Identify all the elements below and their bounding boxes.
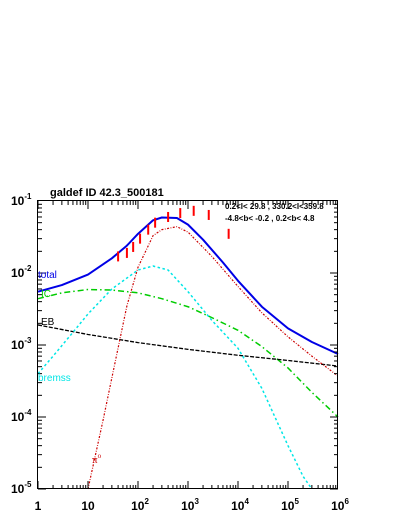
x-tick-label: 104 xyxy=(231,497,249,513)
y-tick-label: 10-2 xyxy=(11,264,32,280)
curve-ic xyxy=(37,288,339,418)
y-tick-labels: 10-5 10-4 10-3 10-2 10-1 xyxy=(11,192,32,496)
y-tick-label: 10-5 xyxy=(11,480,32,496)
plot-frame xyxy=(37,200,338,489)
label-pion: πo xyxy=(92,452,102,466)
x-tick-labels: 1 10 102 103 104 105 106 xyxy=(35,497,350,513)
curve-total xyxy=(37,216,339,355)
y-tick-label: 10-4 xyxy=(11,408,32,424)
label-ic: IC xyxy=(41,289,51,300)
region-longitude: 0.2<l< 29.8 , 330.2<l<359.8 xyxy=(225,202,324,211)
x-tick-label: 105 xyxy=(281,497,299,513)
x-tick-label: 106 xyxy=(331,497,349,513)
curve-bremss xyxy=(37,265,313,490)
x-tick-label: 10 xyxy=(81,499,95,513)
chart-title: galdef ID 42.3_500181 xyxy=(50,187,164,199)
curves-layer xyxy=(37,216,339,490)
x-tick-label: 102 xyxy=(131,497,149,513)
curve-eb xyxy=(37,324,339,367)
label-eb: EB xyxy=(41,317,55,328)
axis-ticks xyxy=(37,201,338,490)
label-total: total xyxy=(38,270,57,281)
data-points-layer xyxy=(117,205,230,262)
y-tick-label: 10-3 xyxy=(11,336,32,352)
x-tick-label: 1 xyxy=(35,499,42,513)
y-tick-label: 10-1 xyxy=(11,192,32,208)
x-tick-label: 103 xyxy=(181,497,199,513)
region-latitude: -4.8<b< -0.2 , 0.2<b< 4.8 xyxy=(225,214,315,223)
label-bremss: bremss xyxy=(38,373,71,384)
curve-pion xyxy=(87,226,339,490)
